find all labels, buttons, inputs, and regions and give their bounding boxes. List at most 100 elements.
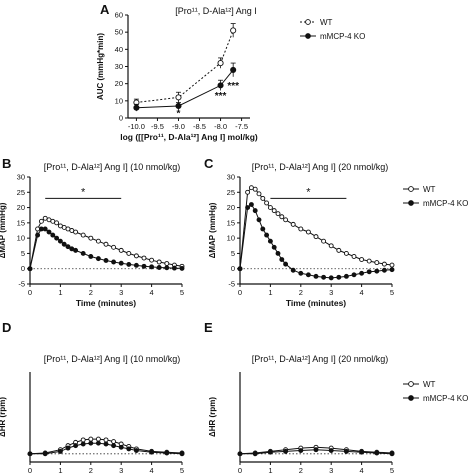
x-tick-label: 2 xyxy=(89,466,93,474)
data-point xyxy=(179,451,185,457)
data-point xyxy=(103,441,109,447)
y-tick-label: 30 xyxy=(227,173,235,182)
x-tick-label: 4 xyxy=(150,288,154,297)
data-point xyxy=(283,217,289,223)
data-point xyxy=(133,262,139,268)
data-point xyxy=(230,27,237,34)
data-point xyxy=(359,449,365,455)
x-tick-label: 1 xyxy=(268,288,272,297)
data-point xyxy=(351,254,357,259)
x-tick-label: 3 xyxy=(329,466,333,474)
data-point xyxy=(248,202,254,207)
data-point xyxy=(103,258,109,263)
legend-label: mMCP-4 KO xyxy=(423,394,468,403)
data-point xyxy=(389,451,395,457)
data-point xyxy=(237,266,243,272)
data-point xyxy=(290,267,296,273)
data-point xyxy=(88,440,94,446)
x-tick-label: 5 xyxy=(180,288,184,297)
data-point xyxy=(80,437,86,443)
x-tick-label: -8.0 xyxy=(214,122,227,131)
data-point xyxy=(164,450,170,456)
panel-d: D [Pro¹¹, D-Ala¹²] Ang I] (10 nmol/kg) 0 1 2… xyxy=(0,320,185,474)
data-point xyxy=(256,217,262,223)
x-tick-label: 5 xyxy=(390,466,394,474)
data-point xyxy=(260,195,266,201)
data-point xyxy=(156,265,162,270)
data-point xyxy=(27,451,33,457)
significance-star: *** xyxy=(227,81,239,92)
y-axis-label: ΔMAP (mmHg) xyxy=(208,202,217,258)
y-tick-label: 10 xyxy=(115,96,123,105)
x-tick-label: 1 xyxy=(58,288,62,297)
data-point xyxy=(305,229,311,235)
data-point xyxy=(275,250,281,256)
data-point xyxy=(374,450,380,456)
panel-title: [Pro¹¹, D-Ala¹²] Ang I] (10 nmol/kg) xyxy=(44,354,181,364)
x-tick-label: 5 xyxy=(180,466,184,474)
y-tick-label: 5 xyxy=(231,249,235,258)
data-point xyxy=(321,274,327,280)
data-point xyxy=(321,238,327,244)
data-point xyxy=(305,272,311,278)
x-axis-label: Time (minutes) xyxy=(76,298,136,308)
data-point xyxy=(35,232,41,238)
x-tick-label: 0 xyxy=(28,288,32,297)
panel-letter: A xyxy=(100,2,110,17)
data-point xyxy=(328,275,334,281)
data-point xyxy=(366,258,372,264)
data-point xyxy=(230,66,237,73)
x-tick-label: 2 xyxy=(299,288,303,297)
data-point xyxy=(42,226,48,232)
y-axis-label: ΔMAP (mmHg) xyxy=(0,202,7,258)
data-point xyxy=(298,270,304,276)
significance-star: * xyxy=(177,108,181,119)
y-axis-label: AUC (mmHg*min) xyxy=(96,33,105,100)
data-point xyxy=(95,256,101,262)
legend-marker xyxy=(305,19,311,25)
data-point xyxy=(164,261,170,266)
x-tick-label: -8.5 xyxy=(193,122,206,131)
data-point xyxy=(111,443,117,449)
y-tick-label: 40 xyxy=(115,45,123,54)
data-point xyxy=(252,451,258,457)
y-tick-label: 20 xyxy=(17,203,25,212)
data-point xyxy=(343,448,349,454)
data-point xyxy=(283,448,289,454)
data-point xyxy=(267,205,273,211)
data-point xyxy=(65,244,71,250)
y-tick-label: -5 xyxy=(18,280,25,289)
data-point xyxy=(359,270,365,276)
data-point xyxy=(389,262,395,268)
data-point xyxy=(275,211,281,217)
x-tick-label: 1 xyxy=(58,466,62,474)
data-point xyxy=(141,263,147,269)
data-point xyxy=(73,443,79,449)
x-tick-label: -9.5 xyxy=(151,122,164,131)
data-point xyxy=(118,444,124,450)
y-axis-label: ΔHR (rpm) xyxy=(0,397,7,437)
data-point xyxy=(290,221,296,227)
y-tick-label: 25 xyxy=(17,188,25,197)
x-tick-label: 4 xyxy=(360,466,364,474)
legend-label: mMCP-4 KO xyxy=(423,199,468,208)
panel-letter: D xyxy=(2,320,11,335)
legend-label: WT xyxy=(423,185,436,194)
data-point xyxy=(54,220,60,226)
y-tick-label: -5 xyxy=(228,280,235,289)
data-point xyxy=(175,102,182,110)
data-point xyxy=(95,440,101,446)
data-point xyxy=(126,446,132,452)
data-point xyxy=(260,226,266,232)
data-point xyxy=(313,273,319,279)
panel-a: A [Pro¹¹, D-Ala¹²] Ang I -10.0 -9.5 -9.0 -8.5… xyxy=(96,2,365,142)
data-point xyxy=(27,266,33,272)
significance-star: * xyxy=(306,186,311,198)
data-point xyxy=(88,235,94,241)
data-point xyxy=(336,274,342,280)
significance-star: *** xyxy=(215,91,227,102)
data-point xyxy=(88,436,94,442)
data-point xyxy=(283,261,289,267)
data-point xyxy=(57,238,63,244)
series-line-ko xyxy=(30,442,183,455)
